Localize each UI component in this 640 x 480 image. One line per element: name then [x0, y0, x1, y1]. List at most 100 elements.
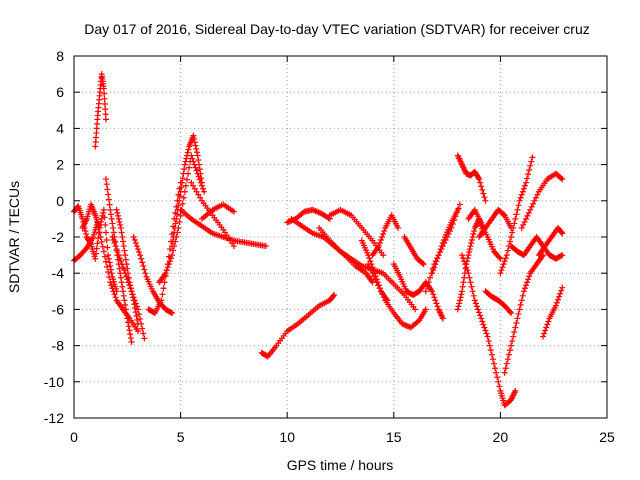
- data-point: [113, 288, 120, 295]
- data-point: [432, 297, 439, 304]
- data-point: [102, 176, 109, 183]
- data-point: [130, 297, 137, 304]
- data-point: [104, 186, 111, 193]
- data-point: [166, 258, 173, 265]
- data-point: [454, 306, 461, 313]
- data-point: [110, 229, 117, 236]
- data-point: [191, 135, 198, 142]
- data-point: [472, 300, 479, 307]
- data-point: [179, 175, 186, 182]
- data-point: [435, 252, 442, 259]
- data-point: [105, 252, 112, 259]
- data-point: [170, 247, 177, 254]
- series-arc-31: [476, 206, 515, 240]
- data-point: [494, 374, 501, 381]
- data-point: [176, 218, 183, 225]
- data-point: [510, 333, 517, 340]
- series-arc-07: [113, 206, 141, 327]
- data-point: [107, 211, 114, 218]
- data-point: [122, 301, 129, 308]
- y-tick-labels: -12 -10 -8 -6 -4 -2 0 2 4 6 8: [44, 48, 64, 426]
- series-arc-02: [71, 203, 120, 295]
- data-point: [100, 85, 107, 92]
- data-point: [558, 229, 565, 236]
- data-point: [100, 248, 107, 255]
- data-point: [412, 306, 419, 313]
- series-arc-35: [508, 234, 566, 262]
- data-point: [504, 356, 511, 363]
- y-tick-label: -4: [52, 265, 65, 281]
- data-point: [515, 202, 522, 209]
- data-point: [121, 267, 128, 274]
- data-point: [467, 279, 474, 286]
- data-point: [427, 274, 434, 281]
- data-point: [139, 259, 146, 266]
- data-point: [540, 333, 547, 340]
- data-point: [489, 356, 496, 363]
- data-point: [511, 220, 518, 227]
- series-arc-03: [79, 201, 103, 231]
- data-point: [519, 292, 526, 299]
- data-point: [185, 146, 192, 153]
- data-point: [166, 246, 173, 253]
- data-point: [554, 296, 561, 303]
- data-point: [196, 166, 203, 173]
- data-point: [201, 188, 208, 195]
- data-point: [457, 294, 464, 301]
- data-point: [380, 252, 387, 259]
- plot-frame: [73, 55, 608, 419]
- data-point: [116, 218, 123, 225]
- data-point: [476, 176, 483, 183]
- data-point: [169, 310, 176, 317]
- data-point: [481, 324, 488, 331]
- data-point: [465, 270, 472, 277]
- y-tick-label: 8: [56, 48, 64, 64]
- data-point: [473, 303, 480, 310]
- data-point: [476, 309, 483, 316]
- data-point: [468, 283, 475, 290]
- data-point: [506, 347, 513, 354]
- data-point: [132, 240, 139, 247]
- data-point: [105, 255, 112, 262]
- data-point: [134, 320, 141, 327]
- y-tick-label: -12: [44, 410, 64, 426]
- data-point: [558, 287, 565, 294]
- data-point: [491, 360, 498, 367]
- data-point: [480, 321, 487, 328]
- data-point: [101, 95, 108, 102]
- data-point: [121, 297, 128, 304]
- data-point: [115, 212, 122, 219]
- data-point: [105, 196, 112, 203]
- data-point: [136, 249, 143, 256]
- data-point: [121, 247, 128, 254]
- data-point: [116, 255, 123, 262]
- data-point: [463, 264, 470, 271]
- data-point: [125, 270, 132, 277]
- data-point: [493, 369, 500, 376]
- data-point: [197, 194, 204, 201]
- data-point: [159, 291, 166, 298]
- data-point: [469, 288, 476, 295]
- data-point: [107, 262, 114, 269]
- data-point: [470, 230, 477, 237]
- x-tick-labels: 0 5 10 15 20 25: [70, 429, 615, 445]
- data-point: [531, 197, 538, 204]
- data-point: [99, 243, 106, 250]
- data-point: [479, 318, 486, 325]
- data-point: [468, 240, 475, 247]
- series-arc-09: [145, 179, 184, 317]
- data-point: [175, 202, 182, 209]
- data-point: [182, 182, 189, 189]
- data-point: [500, 211, 507, 218]
- data-point: [179, 179, 186, 186]
- data-point: [103, 181, 110, 188]
- data-point: [467, 243, 474, 250]
- data-point: [161, 279, 168, 286]
- series-arc-37: [540, 284, 566, 340]
- data-point: [534, 191, 541, 198]
- data-point: [101, 214, 108, 221]
- data-point: [95, 235, 102, 242]
- data-point: [518, 297, 525, 304]
- data-point: [484, 333, 491, 340]
- data-point: [425, 279, 432, 286]
